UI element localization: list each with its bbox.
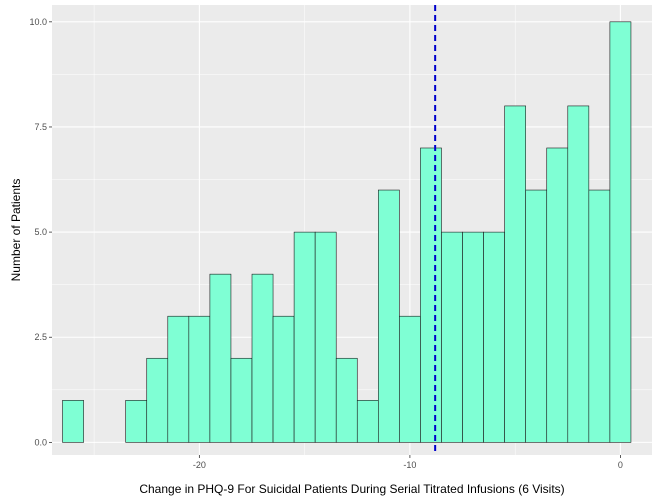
bars: [62, 21, 632, 443]
y-tick-label: 0.0: [34, 437, 47, 447]
histogram-bar: [504, 105, 526, 443]
x-axis-ticks: -20 -10 0: [193, 455, 623, 470]
histogram-bar: [399, 315, 421, 443]
histogram-bar: [230, 357, 253, 443]
histogram-bar: [314, 231, 337, 443]
y-tick-label: 2.5: [34, 332, 47, 342]
histogram-bar: [293, 231, 316, 443]
histogram-bar: [609, 21, 632, 443]
histogram-bar: [209, 273, 232, 443]
histogram-bar: [125, 400, 148, 443]
x-tick-label: -10: [403, 460, 416, 470]
histogram-bar: [483, 231, 505, 443]
x-axis-title: Change in PHQ-9 For Suicidal Patients Du…: [139, 482, 564, 496]
histogram-bar: [356, 400, 379, 443]
histogram-bar: [525, 189, 548, 443]
histogram-bar: [546, 147, 569, 443]
x-tick-label: 0: [618, 460, 623, 470]
histogram-bar: [441, 231, 463, 443]
y-axis-ticks: 0.0 2.5 5.0 7.5 10.0: [29, 17, 52, 447]
histogram-bar: [272, 315, 295, 443]
histogram-bar: [188, 315, 211, 443]
y-tick-label: 10.0: [29, 17, 47, 27]
y-axis-title: Number of Patients: [9, 179, 23, 282]
histogram-bar: [462, 231, 484, 443]
y-tick-label: 7.5: [34, 122, 47, 132]
histogram-bar: [62, 400, 84, 443]
histogram-bar: [146, 357, 169, 443]
histogram-bar: [167, 315, 190, 443]
y-tick-label: 5.0: [34, 227, 47, 237]
histogram-bar: [378, 189, 400, 443]
x-tick-label: -20: [193, 460, 206, 470]
histogram-bar: [588, 189, 611, 443]
histogram-bar: [567, 105, 590, 443]
histogram-bar: [251, 273, 274, 443]
histogram-bar: [420, 147, 442, 443]
histogram-bar: [335, 357, 358, 443]
